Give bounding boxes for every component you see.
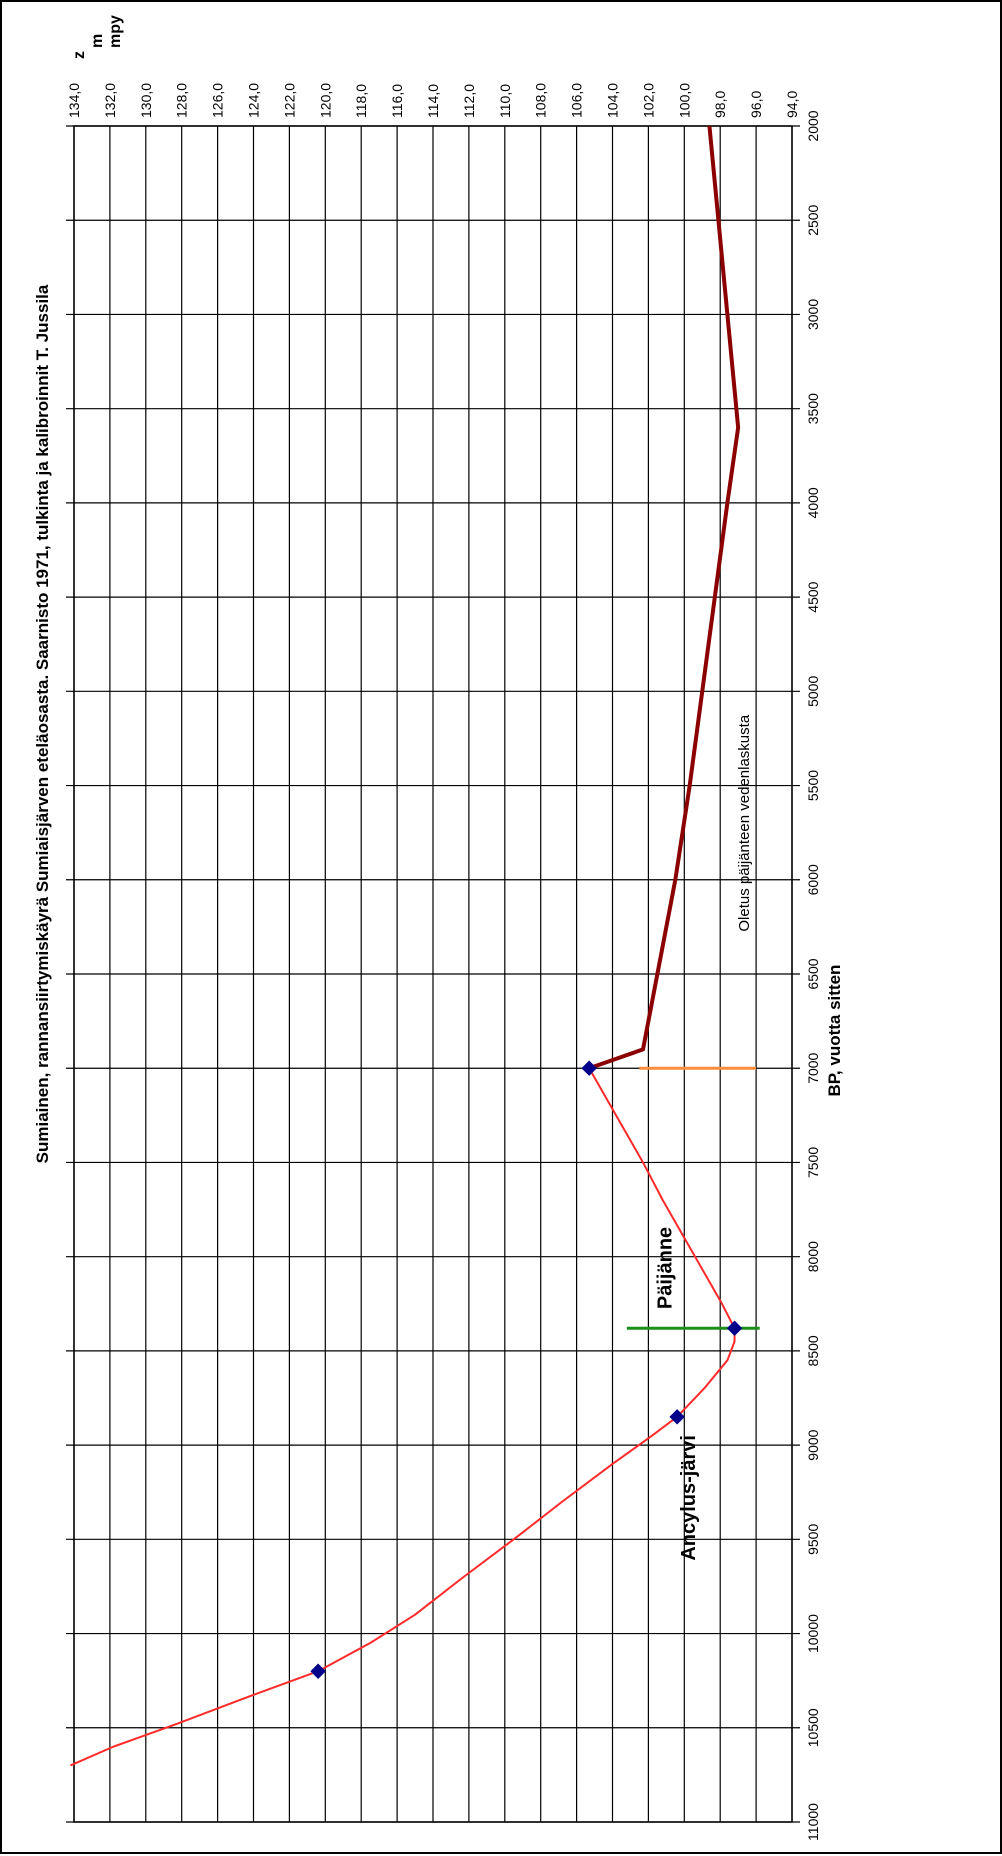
value-tick-label: 126,0 — [210, 83, 226, 118]
data-point-marker — [726, 1320, 743, 1336]
year-tick-label: 11000 — [805, 1803, 821, 1841]
annotation-label: Ancylus-järvi — [678, 1435, 700, 1561]
year-tick-label: 10000 — [805, 1614, 821, 1653]
series-line-red — [70, 1067, 736, 1767]
year-tick-label: 6000 — [805, 864, 821, 895]
value-tick-label: 130,0 — [138, 83, 154, 118]
data-point-marker — [669, 1409, 685, 1425]
year-tick-label: 7000 — [805, 1052, 821, 1083]
value-tick-label: 120,0 — [317, 83, 333, 118]
tick-labels: 94,0 96,0 98,0 100,0 102,0 104,0 106,0 108,0 110… — [66, 83, 821, 1841]
value-tick-label: 102,0 — [640, 83, 656, 118]
series-layer — [70, 125, 760, 1767]
value-tick-label: 122,0 — [281, 83, 297, 118]
value-tick-label: 108,0 — [533, 83, 549, 118]
value-tick-label: 128,0 — [174, 83, 190, 118]
year-tick-label: 8500 — [805, 1335, 821, 1366]
value-tick-label: 114,0 — [425, 84, 441, 118]
year-tick-label: 9500 — [805, 1524, 821, 1555]
chart-title: Sumiainen, rannansiirtymiskäyrä Sumiaisj… — [33, 284, 52, 1163]
value-tick-label: 100,0 — [676, 83, 692, 118]
value-tick-label: 116,0 — [389, 84, 405, 118]
value-tick-label: 110,0 — [497, 84, 513, 118]
series-line-darkred — [588, 125, 741, 1071]
year-tick-label: 6500 — [805, 958, 821, 989]
year-tick-label: 4500 — [805, 581, 821, 612]
year-tick-label: 3500 — [805, 393, 821, 424]
annotation-label: Päijänne — [655, 1227, 677, 1309]
year-tick-label: 7500 — [805, 1147, 821, 1178]
value-tick-label: 94,0 — [784, 91, 800, 118]
value-tick-label: 96,0 — [748, 91, 764, 118]
value-tick-label: 98,0 — [712, 91, 728, 118]
value-tick-label: 106,0 — [569, 83, 585, 118]
year-tick-label: 8000 — [805, 1241, 821, 1272]
value-tick-label: 124,0 — [246, 83, 262, 118]
y-axis-label-line: m — [89, 34, 106, 48]
year-tick-label: 10500 — [805, 1708, 821, 1747]
data-point-marker — [581, 1060, 597, 1076]
data-point-marker — [310, 1663, 326, 1679]
value-tick-label: 134,0 — [66, 83, 82, 118]
year-tick-label: 2000 — [805, 110, 821, 141]
plot-border — [73, 125, 793, 1823]
grid-layer — [66, 125, 800, 1823]
y-axis-label-line: z — [71, 51, 88, 59]
year-tick-label: 2500 — [805, 204, 821, 235]
year-tick-label: 3000 — [805, 299, 821, 330]
year-tick-label: 5500 — [805, 770, 821, 801]
value-tick-label: 132,0 — [102, 83, 118, 118]
value-tick-label: 112,0 — [461, 84, 477, 118]
text-layer: Ancylus-järvi Päijänne Oletus päijänteen v… — [33, 15, 844, 1561]
marker-layer — [310, 1060, 743, 1679]
year-tick-label: 9000 — [805, 1429, 821, 1460]
value-tick-label: 118,0 — [353, 84, 369, 118]
year-tick-label: 4000 — [805, 487, 821, 518]
year-tick-label: 5000 — [805, 676, 821, 707]
annotation-label: Oletus päijänteen vedenlaskusta — [736, 714, 753, 931]
value-tick-label: 104,0 — [605, 83, 621, 118]
x-axis-label: BP, vuotta sitten — [825, 965, 844, 1097]
y-axis-label-line: mpy — [107, 15, 124, 48]
